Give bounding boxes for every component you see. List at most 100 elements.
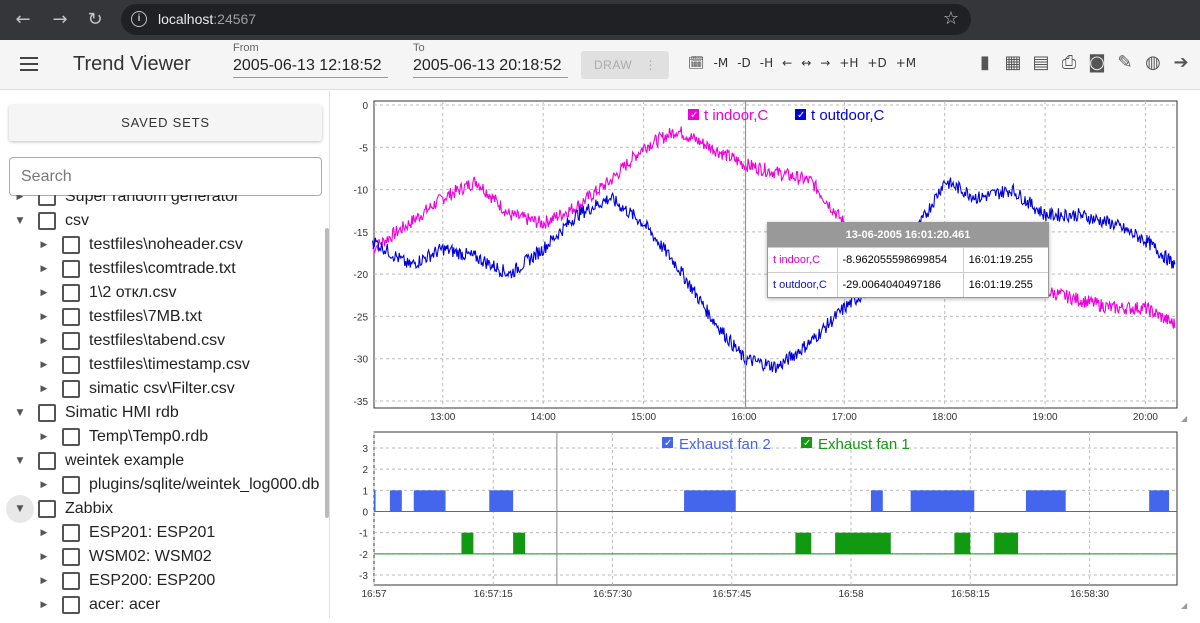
expand-more-icon[interactable]: ▶ — [40, 432, 48, 442]
tree-item[interactable]: ▶ ESP201: ESP201 — [38, 521, 215, 545]
table-icon[interactable]: ▦ — [1004, 52, 1022, 73]
exit-icon[interactable]: ➔ — [1173, 52, 1189, 73]
wand-icon[interactable]: ✎ — [1117, 52, 1133, 73]
tree-checkbox[interactable] — [62, 380, 80, 398]
expand-more-icon[interactable]: ▶ — [16, 195, 24, 202]
expand-more-icon[interactable]: ▶ — [40, 552, 48, 562]
calendar-icon[interactable]: 🗓 — [688, 56, 705, 71]
tree-item[interactable]: ▶ testfiles\7MB.txt — [38, 305, 202, 329]
from-date-field[interactable]: From 2005-06-13 12:18:52 — [233, 42, 388, 78]
expand-less-icon[interactable]: ▼ — [16, 216, 24, 226]
tree-item[interactable]: ▶ testfiles\comtrade.txt — [38, 257, 236, 281]
tree-item[interactable]: ▶ ESP200: ESP200 — [38, 569, 215, 593]
tree-checkbox[interactable] — [38, 212, 56, 230]
tree-checkbox[interactable] — [62, 476, 80, 494]
tree-checkbox[interactable] — [62, 284, 80, 302]
from-date-input[interactable]: 2005-06-13 12:18:52 — [233, 57, 388, 78]
export-file-icon[interactable]: ▤ — [1032, 52, 1050, 73]
bar-chart-icon[interactable]: ▮ — [980, 52, 990, 73]
tree-checkbox[interactable] — [62, 596, 80, 614]
tree-item[interactable]: ▶ WSM02: WSM02 — [38, 545, 212, 569]
globe-icon[interactable]: ◍ — [1145, 52, 1161, 73]
tree-checkbox[interactable] — [62, 236, 80, 254]
tree-item[interactable]: ▶ 1\2 откл.csv — [38, 281, 177, 305]
to-date-input[interactable]: 2005-06-13 20:18:52 — [413, 57, 568, 78]
nav-plus-month[interactable]: +M — [895, 56, 917, 70]
expand-more-icon[interactable]: ▶ — [40, 336, 48, 346]
to-date-field[interactable]: To 2005-06-13 20:18:52 — [413, 42, 568, 78]
expand-more-icon[interactable]: ▶ — [40, 312, 48, 322]
expand-more-icon[interactable]: ▶ — [40, 528, 48, 538]
tooltip-header: 13-06-2005 16:01:20.461 — [768, 223, 1048, 247]
tree-checkbox[interactable] — [38, 452, 56, 470]
tree-item[interactable]: ▶ Super random generator — [14, 195, 239, 209]
nav-both[interactable]: ↔ — [801, 56, 812, 70]
nav-forward[interactable]: → — [820, 56, 831, 70]
tree-checkbox[interactable] — [62, 524, 80, 542]
y-tick-label: -3 — [359, 571, 368, 582]
back-icon[interactable]: ← — [15, 9, 31, 30]
tree-item[interactable]: ▼ csv — [14, 209, 89, 233]
state-bar — [489, 490, 514, 512]
tree-item[interactable]: ▶ plugins/sqlite/weintek_log000.db — [38, 473, 319, 497]
state-bar — [1149, 490, 1170, 512]
nav-minus-month[interactable]: -M — [713, 56, 729, 70]
source-tree: ▶ Super random generator ▼ csv ▶ testfiles\no… — [0, 195, 320, 618]
tree-item[interactable]: ▶ testfiles\timestamp.csv — [38, 353, 250, 377]
tree-item[interactable]: ▶ testfiles\tabend.csv — [38, 329, 225, 353]
expand-less-icon[interactable]: ▼ — [6, 495, 34, 523]
tree-checkbox[interactable] — [62, 548, 80, 566]
more-vert-icon[interactable]: ⋮ — [644, 58, 657, 72]
tree-checkbox[interactable] — [62, 260, 80, 278]
tree-item[interactable]: ▶ simatic csv\Filter.csv — [38, 377, 235, 401]
reload-icon[interactable]: ↻ — [87, 9, 103, 30]
tree-item[interactable]: ▼ Simatic HMI rdb — [14, 401, 179, 425]
search-input[interactable]: Search — [9, 157, 322, 196]
menu-icon[interactable] — [20, 57, 38, 71]
tree-checkbox[interactable] — [38, 500, 56, 518]
expand-more-icon[interactable]: ▶ — [40, 480, 48, 490]
sidebar: SAVED SETS Search ▶ Super random generato… — [0, 91, 330, 618]
tree-checkbox[interactable] — [62, 332, 80, 350]
nav-plus-day[interactable]: +D — [867, 56, 887, 70]
tree-item[interactable]: ▶ Temp\Temp0.rdb — [38, 425, 208, 449]
sidebar-scrollbar[interactable] — [325, 228, 329, 518]
site-info-icon[interactable]: i — [131, 11, 147, 27]
expand-less-icon[interactable]: ▼ — [16, 456, 24, 466]
address-bar[interactable]: i localhost:24567 ☆ — [121, 4, 971, 35]
expand-more-icon[interactable]: ▶ — [40, 576, 48, 586]
expand-less-icon[interactable]: ▼ — [16, 408, 24, 418]
nav-plus-hour[interactable]: +H — [839, 56, 859, 70]
expand-more-icon[interactable]: ▶ — [40, 384, 48, 394]
nav-back[interactable]: ← — [782, 56, 793, 70]
expand-more-icon[interactable]: ▶ — [40, 600, 48, 610]
y-tick-label: -1 — [359, 529, 368, 540]
tree-checkbox[interactable] — [38, 195, 56, 206]
tree-item[interactable]: ▼ Zabbix — [6, 495, 113, 523]
legend-checkbox — [688, 109, 699, 120]
tooltip-row: t outdoor,C -29.0064040497186 16:01:19.2… — [768, 272, 1048, 297]
nav-minus-day[interactable]: -D — [737, 56, 751, 70]
draw-button[interactable]: DRAW ⋮ — [581, 51, 669, 79]
tooltip-value: -8.962055598699854 — [838, 248, 964, 272]
tree-item[interactable]: ▼ weintek example — [14, 449, 184, 473]
print-icon[interactable]: ⎙ — [1061, 52, 1077, 73]
expand-more-icon[interactable]: ▶ — [40, 288, 48, 298]
tree-item[interactable]: ▶ testfiles\noheader.csv — [38, 233, 243, 257]
expand-more-icon[interactable]: ▶ — [40, 264, 48, 274]
saved-sets-button[interactable]: SAVED SETS — [9, 105, 322, 141]
tree-checkbox[interactable] — [62, 356, 80, 374]
tree-checkbox[interactable] — [62, 428, 80, 446]
bookmark-star-icon[interactable]: ☆ — [942, 8, 959, 29]
forward-icon[interactable]: → — [52, 9, 68, 30]
tree-checkbox[interactable] — [62, 572, 80, 590]
camera-icon[interactable]: ◙ — [1088, 52, 1106, 73]
tree-checkbox[interactable] — [62, 308, 80, 326]
tree-checkbox[interactable] — [38, 404, 56, 422]
state-bar — [954, 532, 971, 554]
tree-item[interactable]: ▶ acer: acer — [38, 593, 160, 617]
expand-more-icon[interactable]: ▶ — [40, 240, 48, 250]
expand-more-icon[interactable]: ▶ — [40, 360, 48, 370]
nav-minus-hour[interactable]: -H — [759, 56, 774, 70]
